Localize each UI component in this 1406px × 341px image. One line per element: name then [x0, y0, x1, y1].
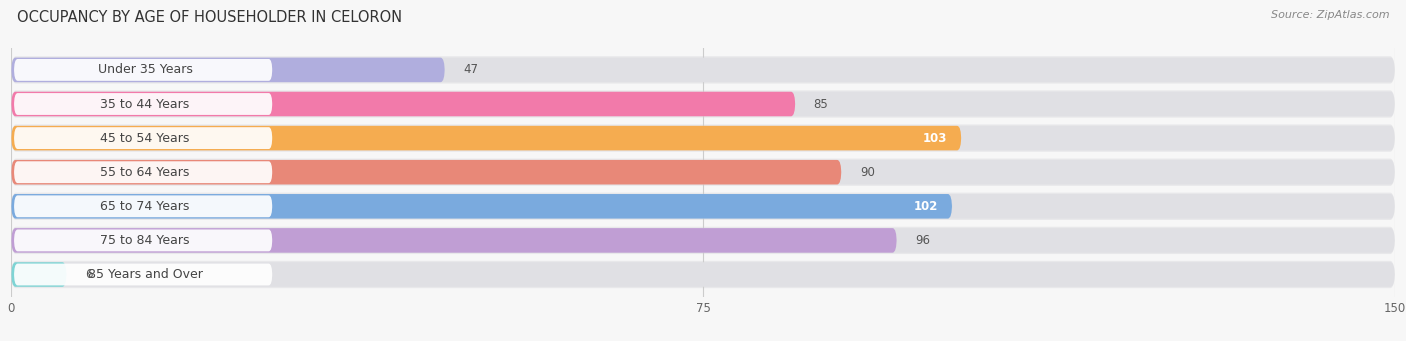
FancyBboxPatch shape [11, 160, 1395, 184]
Text: 45 to 54 Years: 45 to 54 Years [100, 132, 190, 145]
FancyBboxPatch shape [14, 195, 273, 217]
Text: OCCUPANCY BY AGE OF HOUSEHOLDER IN CELORON: OCCUPANCY BY AGE OF HOUSEHOLDER IN CELOR… [17, 10, 402, 25]
FancyBboxPatch shape [11, 194, 952, 219]
Text: 6: 6 [84, 268, 93, 281]
Text: 85: 85 [814, 98, 828, 110]
FancyBboxPatch shape [11, 261, 1395, 288]
FancyBboxPatch shape [14, 93, 273, 115]
FancyBboxPatch shape [11, 228, 1395, 253]
Text: Under 35 Years: Under 35 Years [97, 63, 193, 76]
Text: 35 to 44 Years: 35 to 44 Years [100, 98, 190, 110]
FancyBboxPatch shape [11, 262, 1395, 287]
FancyBboxPatch shape [11, 262, 66, 287]
Text: Source: ZipAtlas.com: Source: ZipAtlas.com [1271, 10, 1389, 20]
FancyBboxPatch shape [14, 127, 273, 149]
FancyBboxPatch shape [11, 194, 1395, 219]
FancyBboxPatch shape [11, 58, 444, 82]
FancyBboxPatch shape [14, 264, 273, 285]
Text: 90: 90 [860, 166, 875, 179]
FancyBboxPatch shape [11, 160, 841, 184]
FancyBboxPatch shape [11, 58, 1395, 82]
Text: 96: 96 [915, 234, 931, 247]
FancyBboxPatch shape [11, 159, 1395, 186]
FancyBboxPatch shape [11, 90, 1395, 118]
Text: 65 to 74 Years: 65 to 74 Years [100, 200, 190, 213]
FancyBboxPatch shape [11, 193, 1395, 220]
Text: 75 to 84 Years: 75 to 84 Years [100, 234, 190, 247]
FancyBboxPatch shape [11, 92, 796, 116]
FancyBboxPatch shape [14, 229, 273, 251]
Text: 85 Years and Over: 85 Years and Over [87, 268, 202, 281]
FancyBboxPatch shape [14, 161, 273, 183]
Text: 103: 103 [924, 132, 948, 145]
FancyBboxPatch shape [11, 126, 962, 150]
FancyBboxPatch shape [11, 124, 1395, 152]
FancyBboxPatch shape [11, 126, 1395, 150]
FancyBboxPatch shape [11, 56, 1395, 84]
FancyBboxPatch shape [11, 92, 1395, 116]
Text: 47: 47 [463, 63, 478, 76]
Text: 55 to 64 Years: 55 to 64 Years [100, 166, 190, 179]
FancyBboxPatch shape [11, 228, 897, 253]
FancyBboxPatch shape [11, 227, 1395, 254]
FancyBboxPatch shape [14, 59, 273, 81]
Text: 102: 102 [914, 200, 938, 213]
